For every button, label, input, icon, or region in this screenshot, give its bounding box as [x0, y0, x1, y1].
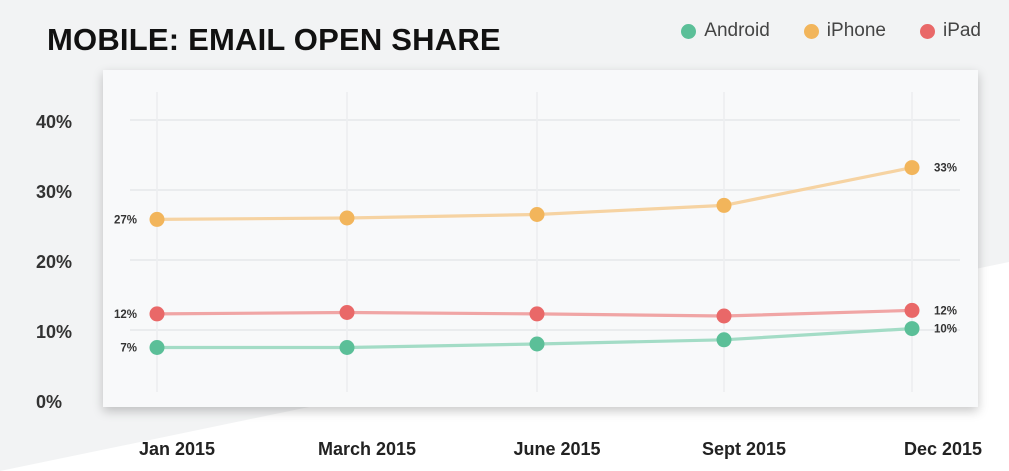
data-point-android — [716, 332, 732, 348]
x-tick-label: Jan 2015 — [139, 439, 215, 459]
data-label-android: 10% — [934, 324, 957, 336]
chart-title: MOBILE: EMAIL OPEN SHARE — [47, 18, 501, 62]
data-label-ipad: 12% — [114, 309, 137, 321]
x-tick-label: June 2015 — [513, 439, 600, 459]
y-tick-label: 40% — [36, 112, 72, 132]
x-tick-label: Dec 2015 — [904, 439, 982, 459]
data-point-ipad — [904, 302, 920, 318]
data-label-iphone: 27% — [114, 214, 137, 226]
data-point-ipad — [716, 308, 732, 324]
data-label-iphone: 33% — [934, 163, 957, 175]
legend-item-ipad: iPad — [919, 20, 981, 42]
data-point-iphone — [529, 207, 545, 222]
title-bold: MOBILE: — [47, 22, 180, 57]
legend: Android iPhone iPad — [681, 20, 981, 42]
data-point-ipad — [339, 305, 355, 320]
legend-swatch — [681, 23, 697, 39]
legend-label: iPad — [942, 20, 981, 41]
legend-label: Android — [704, 20, 770, 41]
y-tick-label: 30% — [36, 182, 72, 202]
legend-item-android: Android — [681, 20, 770, 42]
data-point-android — [529, 336, 545, 352]
y-tick-label: 10% — [36, 322, 72, 342]
data-point-iphone — [716, 197, 732, 213]
data-point-android — [904, 321, 920, 337]
data-point-ipad — [149, 306, 165, 322]
data-point-android — [149, 340, 165, 355]
data-point-ipad — [529, 306, 545, 322]
legend-label: iPhone — [826, 20, 886, 41]
title-rest: EMAIL OPEN SHARE — [188, 22, 501, 57]
plot-panel — [103, 70, 978, 407]
y-tick-label: 20% — [36, 252, 72, 272]
data-label-android: 7% — [120, 343, 137, 355]
data-label-ipad: 12% — [934, 305, 957, 317]
data-point-iphone — [904, 160, 920, 176]
legend-swatch — [803, 23, 819, 39]
y-tick-label: 0% — [36, 392, 62, 412]
legend-item-iphone: iPhone — [803, 20, 886, 42]
x-tick-label: Sept 2015 — [702, 439, 786, 459]
x-tick-label: March 2015 — [318, 439, 416, 459]
data-point-iphone — [339, 210, 355, 226]
data-point-iphone — [149, 211, 165, 227]
data-point-android — [339, 340, 355, 355]
legend-swatch — [919, 23, 935, 39]
